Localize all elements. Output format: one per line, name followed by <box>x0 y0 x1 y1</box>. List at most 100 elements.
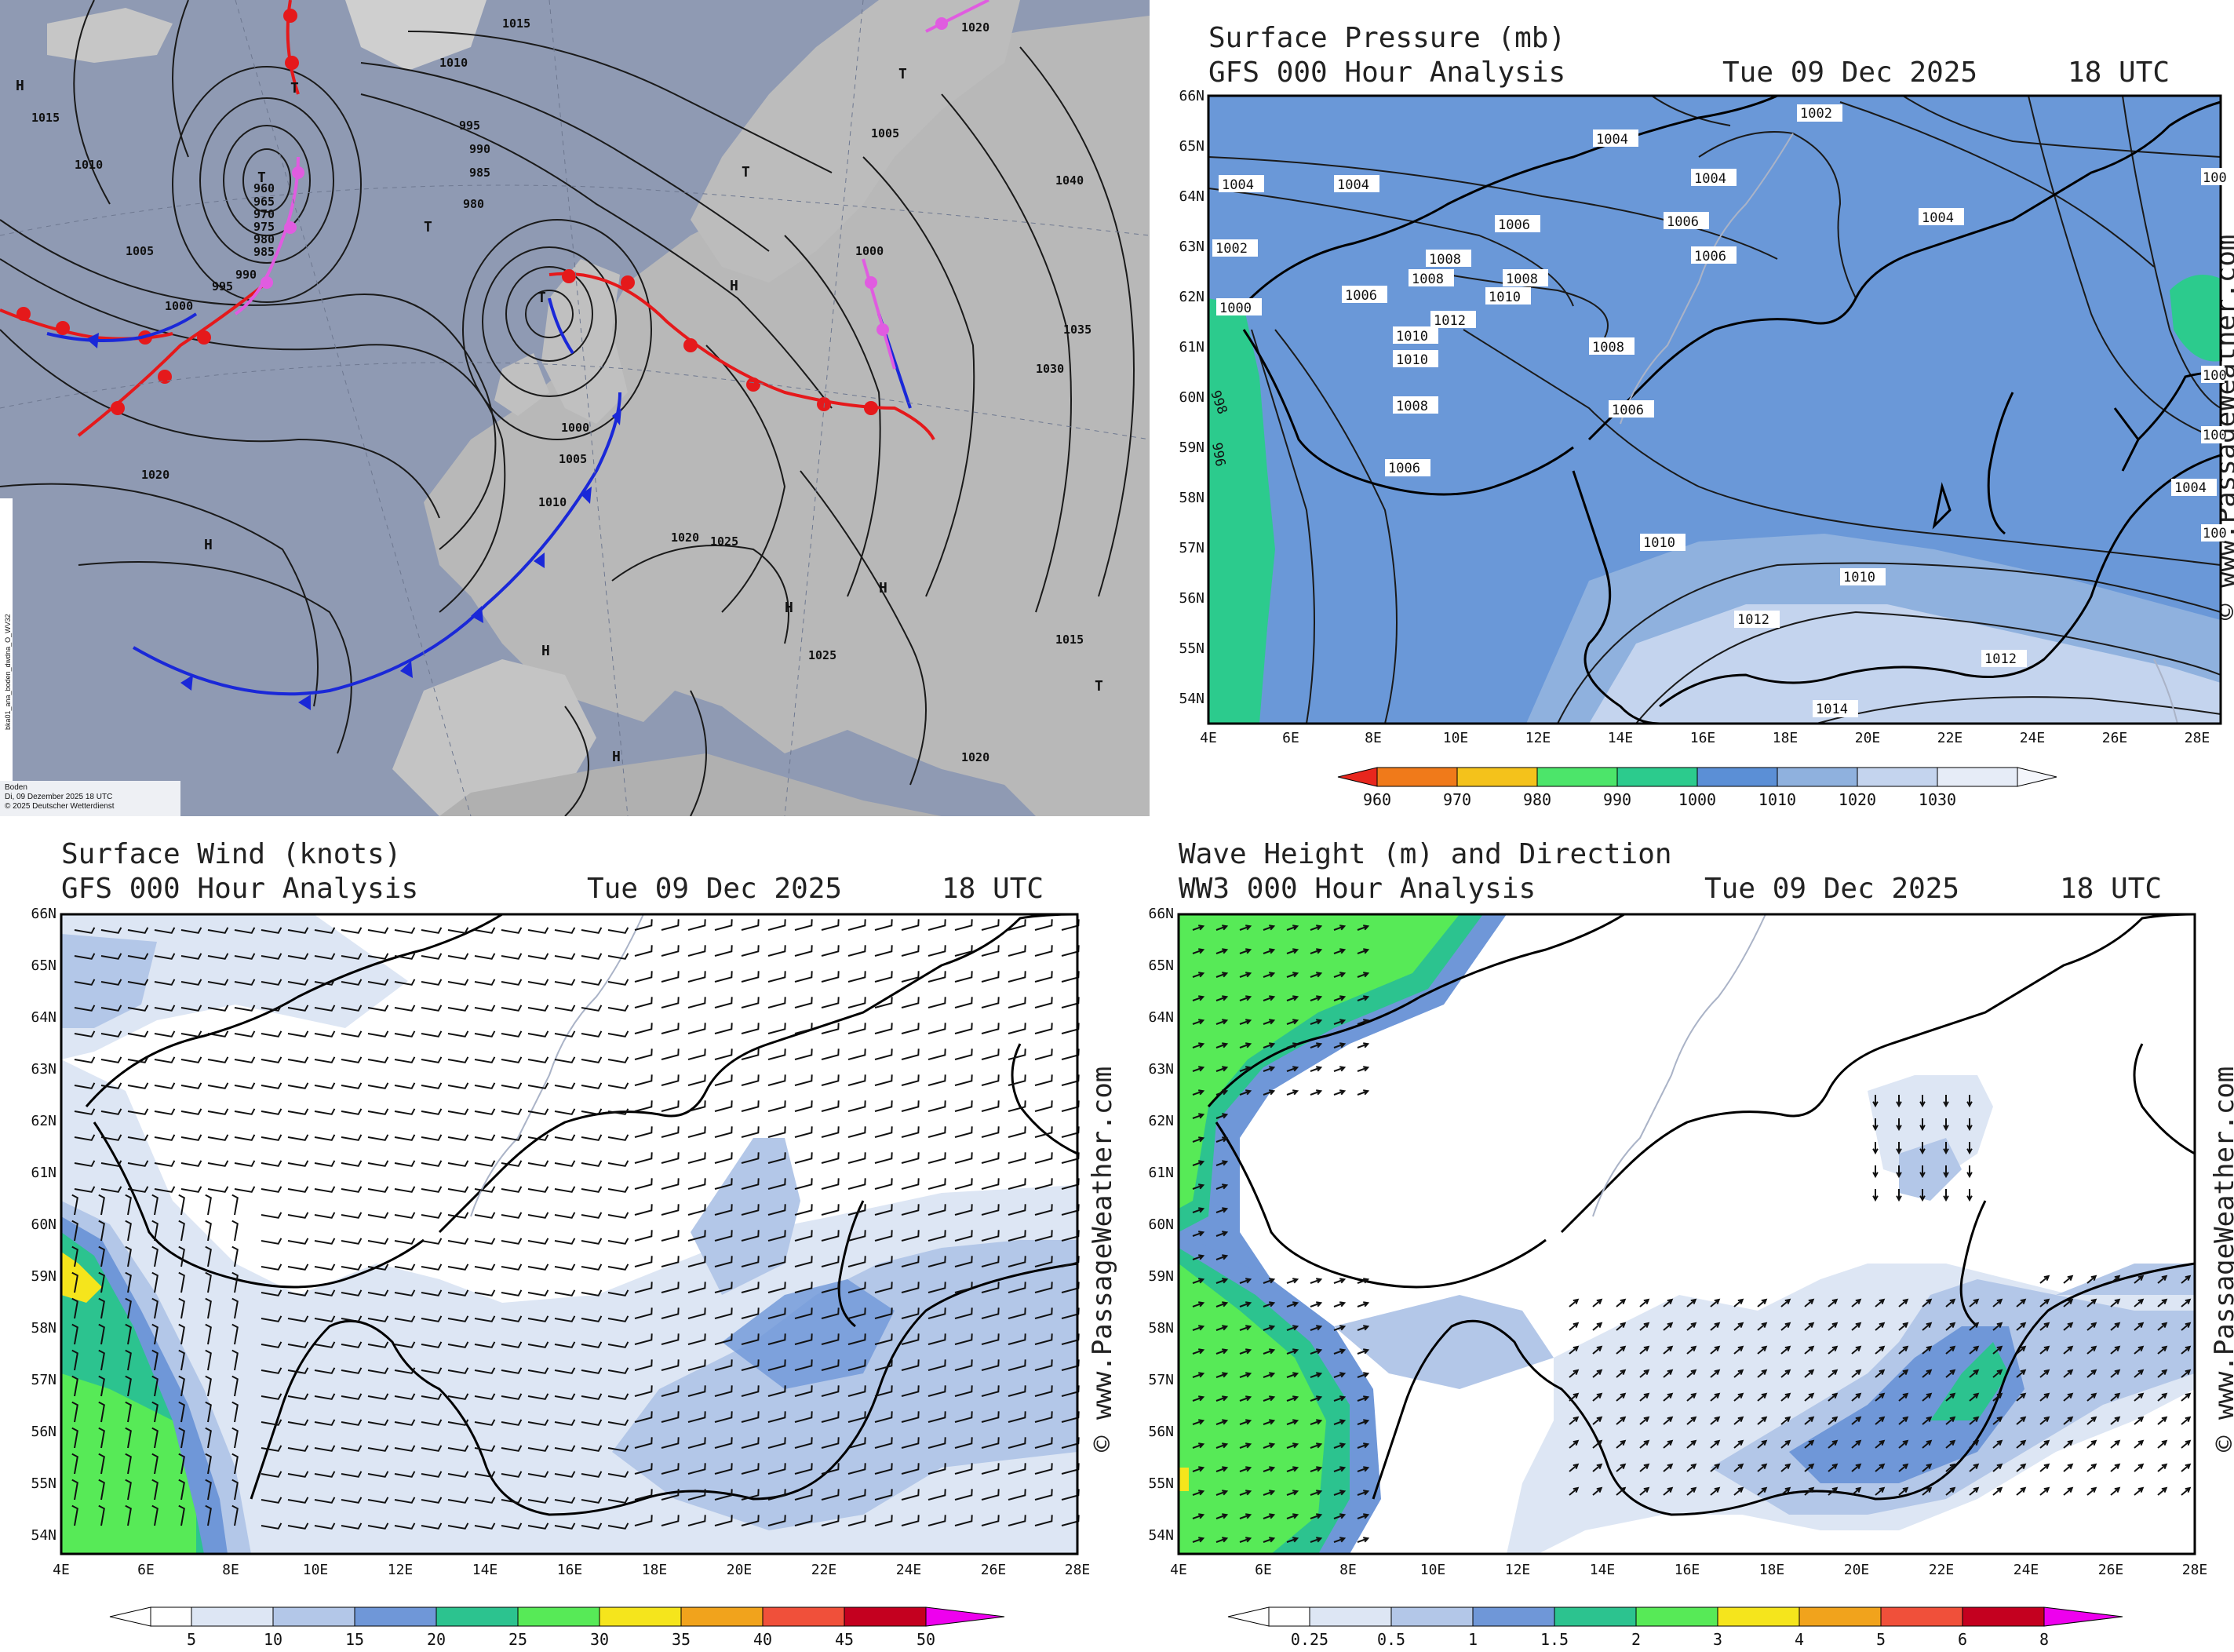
wind-barb <box>847 1023 866 1034</box>
wind-barb <box>100 1005 122 1012</box>
isobar-label: 1010 <box>1489 290 1521 305</box>
wave-arrow <box>1966 1095 1973 1108</box>
lat-label: 61N <box>1179 339 1204 356</box>
wind-barb <box>367 1445 389 1452</box>
wind-barb <box>501 1030 523 1038</box>
wind-barb <box>847 1307 866 1319</box>
wind-barb <box>234 1056 256 1063</box>
lon-label: 22E <box>1937 730 1963 746</box>
wave-arrow <box>1215 1466 1229 1472</box>
wave-arrow <box>1333 1019 1347 1025</box>
wind-barb <box>714 1100 733 1112</box>
lon-label: 12E <box>388 1562 414 1578</box>
wind-barb <box>421 1056 443 1063</box>
wind-barb <box>581 1005 603 1012</box>
wind-barb <box>927 1126 946 1138</box>
wave-arrow <box>1286 1395 1299 1402</box>
wind-barb <box>767 1178 786 1190</box>
wave-arrow <box>1592 1486 1603 1496</box>
wave-arrow <box>1828 1486 1839 1496</box>
wave-arrow <box>2039 1345 2050 1355</box>
wind-barb <box>927 1385 946 1397</box>
isobar-label: 1000 <box>165 299 193 313</box>
wind-map: 66N 65N 64N 63N 62N 61N 60N 59N 58N 57N … <box>31 906 1090 1649</box>
wind-barb <box>474 1393 496 1400</box>
wind-barb <box>74 1082 96 1089</box>
wind-barb <box>501 1264 523 1271</box>
lat-label: 66N <box>1148 906 1174 922</box>
wind-barb <box>794 1515 813 1526</box>
wind-barb <box>794 1282 813 1293</box>
wind-barb <box>821 1204 840 1216</box>
wind-barb <box>634 1023 653 1034</box>
wind-barb <box>125 1401 132 1423</box>
wind-barb <box>205 1504 212 1526</box>
wind-barb <box>1008 1023 1026 1034</box>
wave-arrow <box>2016 1416 2027 1425</box>
wind-barb <box>205 1427 212 1449</box>
wind-barb <box>287 1056 309 1063</box>
wave-arrow <box>2016 1486 2027 1496</box>
wind-barb <box>527 1471 549 1478</box>
wind-barb <box>607 1212 629 1219</box>
high-pressure-center: H <box>785 600 793 616</box>
wind-barb <box>151 1297 159 1319</box>
wind-barb <box>234 1160 256 1167</box>
wind-barb <box>527 1341 549 1348</box>
wind-barb <box>261 1419 282 1426</box>
wind-barb <box>1034 971 1053 983</box>
wind-barb <box>767 1411 786 1423</box>
wind-barb <box>234 1030 256 1038</box>
wind-barb <box>607 1160 629 1167</box>
wave-arrow <box>1592 1392 1603 1402</box>
isobar-label: 100 <box>2203 526 2227 542</box>
wind-barb <box>71 1401 78 1423</box>
wave-arrow <box>2157 1463 2168 1472</box>
wind-barb <box>981 1178 1000 1190</box>
wind-barb <box>287 1160 309 1167</box>
isobar-label: 1025 <box>808 648 836 662</box>
wind-barb <box>714 1333 733 1345</box>
wave-arrow <box>2181 1463 2192 1472</box>
wind-barb <box>394 1056 416 1063</box>
wave-arrow <box>2016 1463 2027 1472</box>
wave-arrow <box>1780 1369 1791 1378</box>
wind-barb <box>447 1419 469 1426</box>
wind-barb <box>207 1108 229 1115</box>
wind-barb <box>874 997 893 1008</box>
wind-barb <box>927 1359 946 1371</box>
wave-arrow <box>1616 1369 1627 1378</box>
wind-barb <box>954 945 973 957</box>
wind-barb <box>180 1030 202 1038</box>
wave-arrow <box>2063 1322 2074 1331</box>
wave-arrow <box>2110 1486 2121 1496</box>
wave-arrow <box>1239 1066 1252 1072</box>
pressure-isobar-labels: 1002 1004 1004 1004 1004 1006 1006 1006 … <box>1207 104 2227 717</box>
wind-barb <box>954 1307 973 1319</box>
wind-barb <box>634 1359 653 1371</box>
wind-barb <box>367 1523 389 1530</box>
wind-barb <box>421 1419 443 1426</box>
wave-arrow <box>1663 1369 1674 1378</box>
wave-arrow <box>1333 1278 1347 1284</box>
wave-arrow <box>1966 1118 1973 1132</box>
wind-barb <box>261 953 282 960</box>
wind-barb <box>714 1152 733 1164</box>
wind-barb <box>927 971 946 983</box>
isobar-label: 1006 <box>1498 217 1530 233</box>
wind-barb <box>367 953 389 960</box>
wind-barb <box>394 1289 416 1296</box>
wave-arrow <box>1310 1466 1323 1472</box>
wave-arrow <box>2157 1392 2168 1402</box>
wind-barb <box>821 1359 840 1371</box>
wind-barb <box>527 1367 549 1374</box>
wave-arrow <box>1263 1419 1276 1425</box>
wind-barb <box>367 927 389 934</box>
wind-barb <box>261 979 282 986</box>
wind-barb <box>954 997 973 1008</box>
wave-arrow <box>1239 1372 1252 1378</box>
wind-barb <box>954 1385 973 1397</box>
wind-barb <box>421 979 443 986</box>
wind-barb <box>954 1437 973 1449</box>
wind-barb <box>847 1282 866 1293</box>
